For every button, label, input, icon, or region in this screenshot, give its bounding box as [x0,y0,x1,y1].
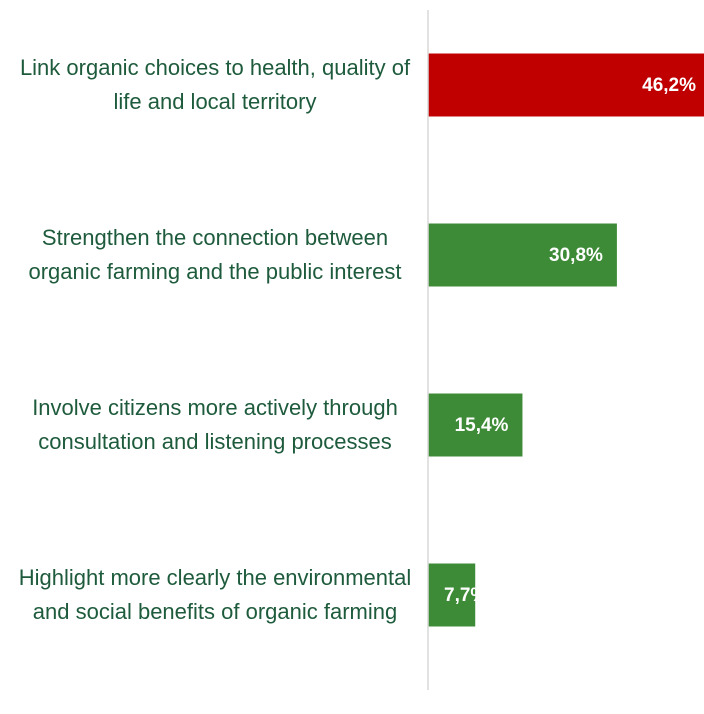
category-label: Link organic choices to health, quality … [19,55,411,114]
bar [428,393,523,457]
category-label: Involve citizens more actively through c… [32,395,398,454]
category-label: Highlight more clearly the environmental… [18,565,412,624]
value-label: 7,7% [444,585,487,606]
bar [428,53,704,117]
value-label: 30,8% [549,245,603,266]
category-label: Strengthen the connection between organi… [28,225,402,284]
bar [428,223,617,287]
value-label: 46,2% [642,75,696,96]
value-label: 15,4% [455,415,509,436]
bar [428,563,476,627]
